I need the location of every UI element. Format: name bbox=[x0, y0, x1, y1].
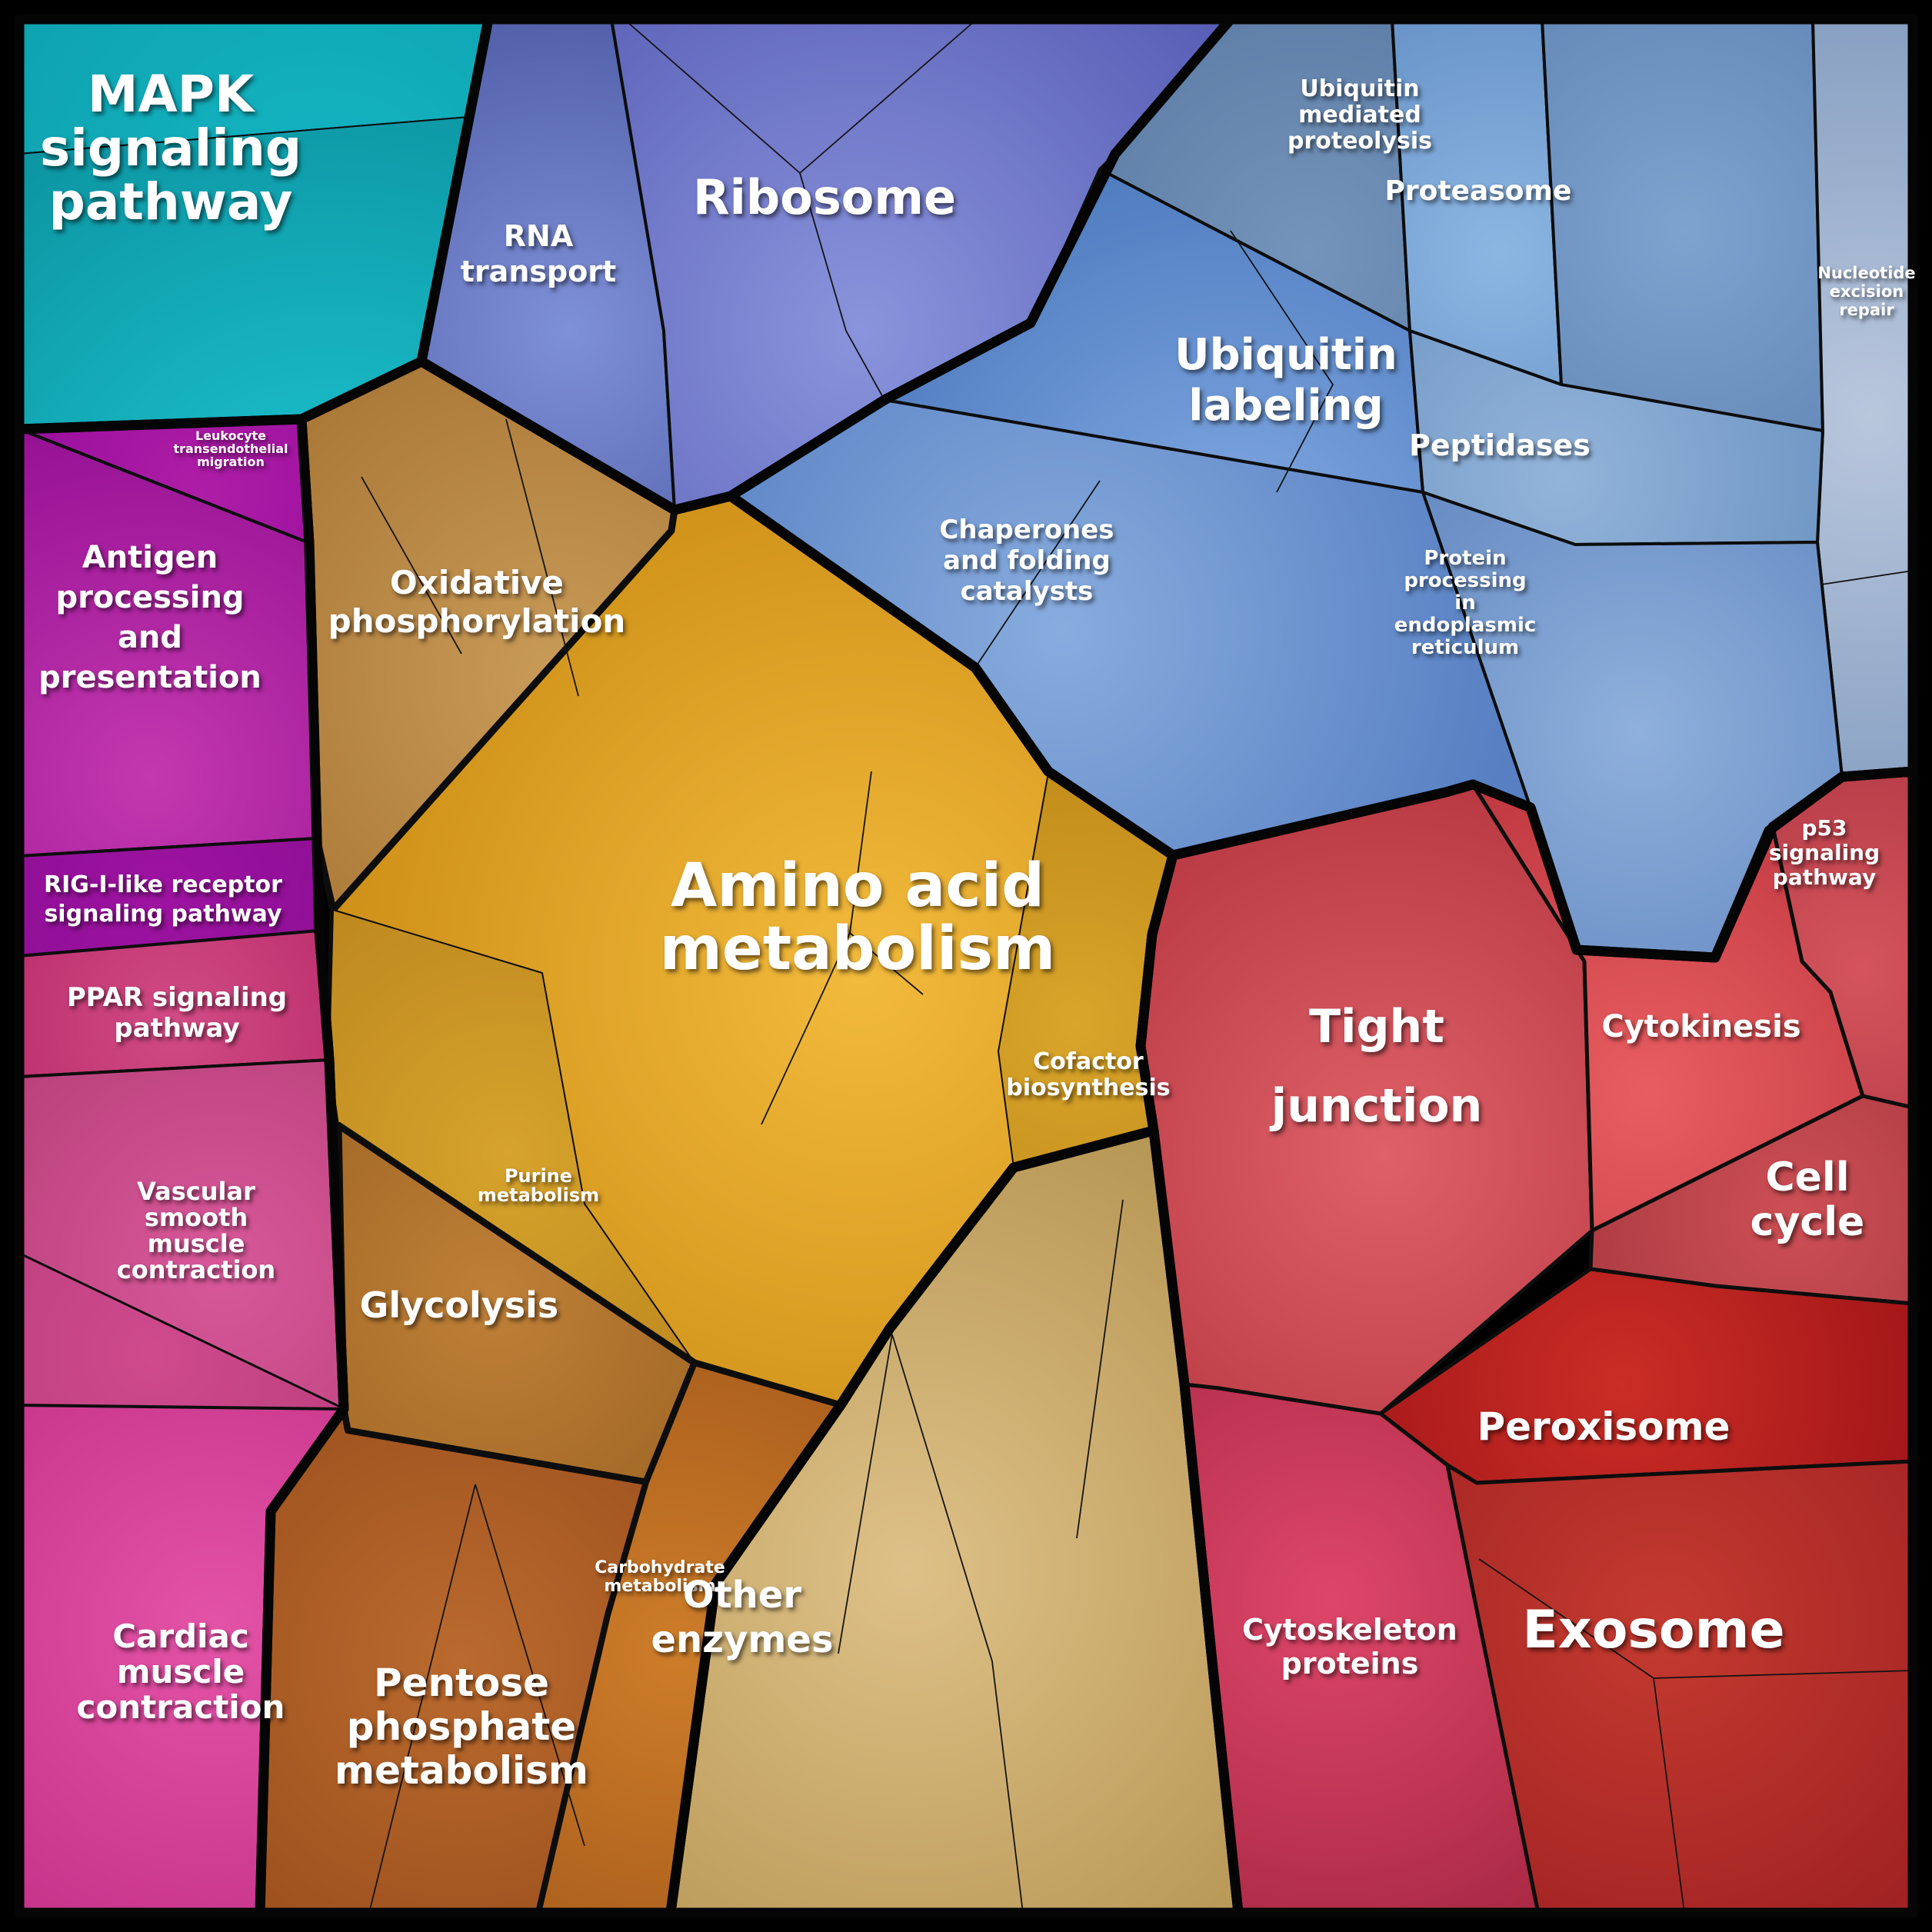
label-rig-i-like-receptor-signaling-pathway: RIG-I-like receptor signaling pathway bbox=[44, 871, 282, 928]
facet-line-protein-processing-blue-1 bbox=[976, 480, 1101, 666]
label-glycolysis: Glycolysis bbox=[360, 1284, 559, 1326]
facet-line-other-enzymes-tan-0 bbox=[838, 1334, 893, 1654]
facet-line-cell-structure-red-1 bbox=[1653, 1670, 1914, 1679]
group-border-cell-structure-red bbox=[1135, 766, 1918, 1918]
facet-line-genetic-info-violet-2 bbox=[799, 172, 885, 401]
label-protein-processing-in-endoplasmic-reticulum: Protein processing in endoplasmic reticulum bbox=[1394, 547, 1537, 659]
label-peroxisome: Peroxisome bbox=[1477, 1404, 1730, 1449]
facet-line-metabolism-gold-1 bbox=[361, 476, 462, 655]
facet-line-metabolism-gold-6 bbox=[475, 1484, 585, 1847]
label-vascular-smooth-muscle-contraction: Vascular smooth muscle contraction bbox=[117, 1177, 275, 1284]
facet-line-cell-structure-red-0 bbox=[1478, 1558, 1654, 1679]
label-chaperones-and-folding-catalysts: Chaperones and folding catalysts bbox=[939, 515, 1114, 607]
label-oxidative-phosphorylation: Oxidative phosphorylation bbox=[328, 564, 626, 640]
label-cell-cycle: Cell cycle bbox=[1750, 1154, 1865, 1245]
facet-line-genetic-info-violet-0 bbox=[626, 21, 801, 174]
facet-line-metabolism-gold-0 bbox=[505, 418, 579, 697]
label-ribosome: Ribosome bbox=[693, 169, 956, 225]
hairlines-layer bbox=[361, 18, 1914, 1914]
label-amino-acid-metabolism: Amino acid metabolism bbox=[660, 851, 1056, 984]
label-cofactor-biosynthesis: Cofactor biosynthesis bbox=[1006, 1048, 1170, 1101]
label-ubiquitin-labeling: Ubiquitin labeling bbox=[1174, 330, 1397, 431]
label-tight-junction: Tight junction bbox=[1270, 1000, 1483, 1133]
facet-line-metabolism-gold-5 bbox=[368, 1484, 476, 1914]
label-purine-metabolism: Purine metabolism bbox=[478, 1165, 599, 1206]
facet-line-cell-structure-red-2 bbox=[1653, 1677, 1685, 1914]
label-peptidases: Peptidases bbox=[1409, 428, 1591, 462]
label-leukocyte-transendothelial-migration: Leukocyte transendothelial migration bbox=[173, 428, 288, 469]
label-cytokinesis: Cytokinesis bbox=[1601, 1009, 1800, 1044]
label-antigen-processing-and-presentation: Antigen processing and presentation bbox=[38, 540, 261, 695]
label-ubiquitin-mediated-proteolysis: Ubiquitin mediated proteolysis bbox=[1287, 75, 1432, 155]
label-carbohydrate-metabolism: Carbohydrate metabolism bbox=[595, 1558, 725, 1596]
facet-line-other-enzymes-tan-1 bbox=[891, 1334, 1024, 1914]
label-proteasome: Proteasome bbox=[1385, 175, 1572, 207]
labels-layer: MAPK signaling pathway Leukocyte transendoth… bbox=[38, 65, 1916, 1793]
facet-line-other-enzymes-tan-2 bbox=[1076, 1199, 1124, 1539]
label-cardiac-muscle-contraction: Cardiac muscle contraction bbox=[77, 1617, 285, 1726]
facet-line-metabolism-gold-2 bbox=[849, 771, 872, 934]
facet-line-genetic-info-violet-1 bbox=[799, 18, 978, 174]
cells-layer bbox=[18, 18, 1915, 1916]
label-rna-transport: RNA transport bbox=[461, 219, 616, 288]
label-exosome: Exosome bbox=[1522, 1600, 1784, 1661]
label-p53-signaling-pathway: p53 signaling pathway bbox=[1769, 815, 1880, 890]
facet-line-protein-processing-blue-0 bbox=[1230, 230, 1334, 493]
group-borders-layer bbox=[14, 14, 1918, 1918]
facet-line-protein-processing-blue-2 bbox=[1820, 570, 1914, 585]
facet-line-metabolism-gold-3 bbox=[761, 932, 851, 1125]
label-ppar-signaling-pathway: PPAR signaling pathway bbox=[67, 982, 287, 1044]
label-mapk-signaling-pathway: MAPK signaling pathway bbox=[40, 65, 301, 232]
label-other-enzymes: Other enzymes bbox=[651, 1574, 833, 1661]
label-pentose-phosphate-metabolism: Pentose phosphate metabolism bbox=[335, 1661, 588, 1793]
facet-line-metabolism-gold-4 bbox=[849, 932, 924, 995]
label-nucleotide-excision-repair: Nucleotide excision repair bbox=[1817, 264, 1915, 319]
label-cytoskeleton-proteins: Cytoskeleton proteins bbox=[1242, 1613, 1457, 1681]
